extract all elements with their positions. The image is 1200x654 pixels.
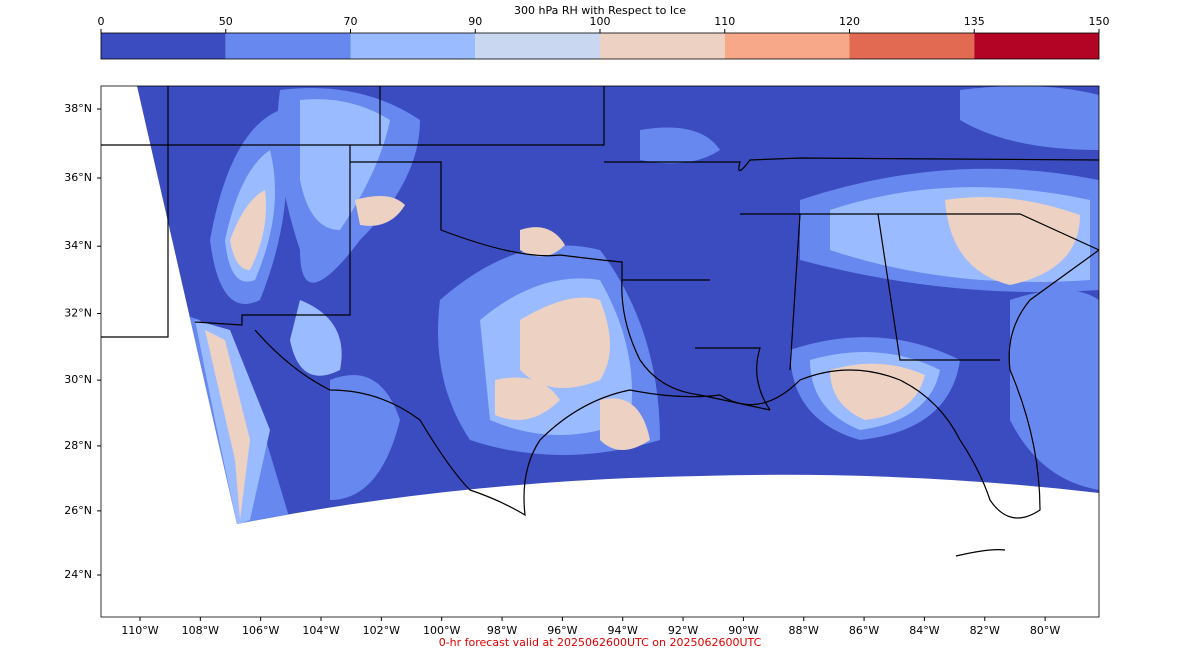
coastline — [955, 549, 1006, 557]
colorbar-segment — [849, 33, 975, 59]
lat-tick-label: 34°N — [64, 239, 92, 252]
state-line — [621, 279, 771, 411]
lon-tick-label: 98°W — [487, 624, 517, 637]
lon-tick-label: 88°W — [789, 624, 819, 637]
colorbar-tick-label: 135 — [964, 15, 985, 28]
lon-tick-label: 104°W — [302, 624, 339, 637]
lat-tick-label: 32°N — [64, 307, 92, 320]
state-line — [101, 86, 169, 338]
lon-tick-label: 106°W — [242, 624, 279, 637]
colorbar-tick-label: 90 — [468, 15, 482, 28]
state-line — [101, 86, 605, 146]
forecast-footer: 0-hr forecast valid at 2025062600UTC on … — [439, 636, 762, 649]
colorbar-segment — [974, 33, 1099, 59]
lon-tick-label: 86°W — [849, 624, 879, 637]
state-line — [740, 213, 1099, 251]
colorbar-segment — [475, 33, 600, 59]
lon-tick-label: 80°W — [1030, 624, 1060, 637]
lon-tick-label: 110°W — [121, 624, 158, 637]
state-line — [194, 145, 351, 326]
lon-tick-label: 82°W — [970, 624, 1000, 637]
colorbar-tick-label: 0 — [98, 15, 105, 28]
state-line — [789, 213, 1000, 371]
lon-tick-label: 94°W — [608, 624, 638, 637]
colorbar: 0 50 70 90 100 110 120 135 150 — [98, 15, 1110, 60]
state-line — [695, 347, 771, 411]
lat-tick-label: 30°N — [64, 373, 92, 386]
lat-tick-label: 28°N — [64, 439, 92, 452]
colorbar-segment — [350, 33, 476, 59]
colorbar-tick-label: 70 — [344, 15, 358, 28]
colorbar-tick-label: 150 — [1089, 15, 1110, 28]
lat-tick-label: 24°N — [64, 568, 92, 581]
lat-tick-label: 26°N — [64, 504, 92, 517]
lat-tick-label: 38°N — [64, 102, 92, 115]
colorbar-segment — [600, 33, 725, 59]
lon-tick-label: 102°W — [363, 624, 400, 637]
lat-tick-label: 36°N — [64, 171, 92, 184]
lon-tick-label: 90°W — [728, 624, 758, 637]
colorbar-tick-label: 100 — [590, 15, 611, 28]
axes: 38°N 36°N 34°N 32°N 30°N 28°N 26°N 24°N 110°W 108… — [64, 102, 1060, 637]
field-100-110 — [205, 190, 1080, 520]
state-line — [350, 161, 710, 281]
colorbar-title: 300 hPa RH with Respect to Ice — [514, 4, 686, 17]
colorbar-segment — [101, 33, 226, 59]
lon-tick-label: 96°W — [547, 624, 577, 637]
lon-tick-label: 84°W — [909, 624, 939, 637]
rh-field — [137, 86, 1099, 524]
colorbar-segment — [225, 33, 351, 59]
lon-tick-label: 108°W — [182, 624, 219, 637]
map-frame — [100, 85, 1100, 618]
coastline — [254, 249, 1099, 519]
boundaries — [101, 86, 1099, 557]
lon-tick-label: 92°W — [668, 624, 698, 637]
state-line — [604, 157, 1099, 172]
colorbar-tick-label: 110 — [714, 15, 735, 28]
colorbar-tick-label: 50 — [219, 15, 233, 28]
colorbar-segment — [724, 33, 850, 59]
colorbar-tick-label: 120 — [839, 15, 860, 28]
map-area — [101, 86, 1099, 557]
lon-tick-label: 100°W — [423, 624, 460, 637]
